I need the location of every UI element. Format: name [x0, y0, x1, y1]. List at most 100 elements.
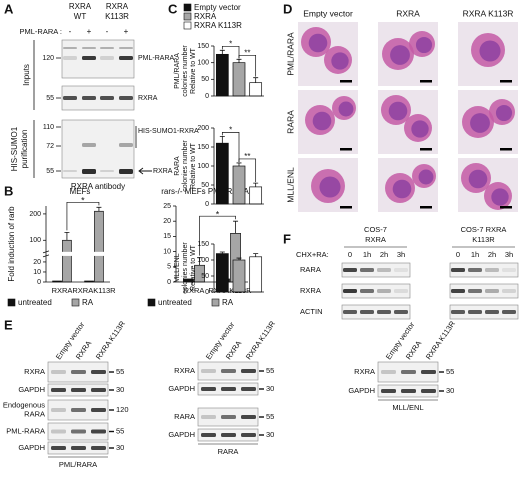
nucleus	[468, 169, 488, 189]
axis-label: Relative to WT	[190, 244, 197, 291]
column-label: RXRA	[224, 339, 243, 361]
band	[241, 415, 256, 419]
section-label: HIS-SUMO1	[10, 126, 19, 171]
band	[241, 387, 256, 391]
band	[451, 289, 465, 293]
axis-label: MLL/ENL	[174, 253, 181, 282]
label: PML-RARA	[138, 55, 175, 62]
panel-letter: F	[283, 231, 291, 246]
band	[343, 268, 357, 272]
blot	[61, 119, 135, 179]
error-bar	[236, 257, 242, 260]
axis-label: Relative to WT	[190, 47, 197, 94]
lane-label: 1h	[471, 250, 479, 259]
bar	[62, 239, 72, 283]
band	[63, 56, 77, 60]
label: PML-RARA :	[19, 27, 62, 36]
band	[71, 408, 86, 412]
legend-swatch	[7, 298, 16, 307]
band	[343, 310, 357, 314]
band	[221, 415, 236, 419]
lane-label: 0	[456, 250, 460, 259]
significance-bracket	[221, 132, 240, 162]
row-label: GAPDH	[348, 386, 375, 395]
column-label: RXRA	[396, 8, 420, 18]
y-tick-label: 20	[163, 218, 171, 225]
band	[485, 289, 499, 293]
band	[119, 143, 133, 147]
nucleus	[312, 111, 332, 131]
axis-label: colonies number	[182, 242, 189, 294]
legend-label: untreated	[158, 298, 192, 307]
y-tick-label: 100	[197, 257, 209, 264]
row-label: RXRA	[300, 286, 321, 295]
band	[51, 370, 66, 374]
lane-label: 2h	[488, 250, 496, 259]
column-label: RXRA K113R	[424, 319, 457, 361]
nucleus	[415, 36, 433, 54]
column-label: Empty vector	[303, 8, 353, 18]
blot	[341, 304, 411, 320]
row-label: GAPDH	[168, 384, 195, 393]
band	[221, 369, 236, 373]
error-bar	[197, 257, 203, 266]
group-label: RARA	[218, 447, 239, 456]
section-label: purification	[20, 130, 29, 169]
band	[71, 429, 86, 434]
column-label: WT	[74, 12, 87, 21]
column-label: K113R	[105, 12, 129, 21]
y-tick-label: 10	[33, 269, 41, 276]
band	[401, 370, 416, 374]
nucleus	[479, 40, 501, 62]
band	[82, 56, 96, 60]
row-label: Endogenous	[3, 400, 45, 409]
size-marker: 55	[46, 168, 54, 175]
significance-bracket	[238, 158, 257, 183]
bar	[94, 210, 104, 283]
bar	[215, 53, 229, 97]
bar	[249, 256, 263, 293]
band	[71, 388, 86, 392]
band	[421, 389, 436, 393]
line-label: COS-7	[364, 225, 387, 234]
band	[91, 408, 106, 412]
row-label: RARA	[300, 265, 321, 274]
band	[377, 289, 391, 293]
size-marker: 30	[116, 443, 124, 452]
y-tick-label: 0	[205, 289, 209, 296]
error-bar	[253, 77, 259, 83]
line-label: COS-7 RXRA	[461, 225, 507, 234]
row-label: RXRA	[174, 366, 195, 375]
panel-letter: A	[4, 1, 14, 16]
axis-label: RARA	[174, 156, 181, 176]
axis-break	[42, 251, 110, 256]
band	[91, 446, 106, 450]
nucleus	[418, 169, 434, 185]
band	[451, 310, 465, 314]
band	[377, 310, 391, 314]
panel-letter: B	[4, 183, 13, 198]
lane-label: 3h	[397, 250, 405, 259]
nucleus	[331, 52, 349, 70]
scale-bar	[500, 80, 512, 83]
lane-sign: +	[124, 27, 129, 36]
band	[71, 370, 86, 374]
size-marker: 55	[266, 412, 274, 421]
chart-title: MEFs	[70, 187, 91, 196]
nucleus	[390, 45, 410, 65]
band	[468, 268, 482, 272]
band	[451, 268, 465, 272]
label: HIS-SUMO1-RXRA	[138, 128, 199, 135]
axis-label: colonies number	[182, 140, 189, 192]
panel-letter: E	[4, 317, 13, 332]
error-bar	[233, 220, 239, 234]
legend-label: RXRA K113R	[194, 21, 242, 30]
band	[119, 169, 133, 174]
y-tick-label: 100	[29, 237, 41, 244]
bar	[232, 259, 246, 293]
band	[91, 370, 106, 374]
band	[51, 429, 66, 434]
legend-swatch	[183, 12, 192, 21]
size-marker: 30	[116, 385, 124, 394]
